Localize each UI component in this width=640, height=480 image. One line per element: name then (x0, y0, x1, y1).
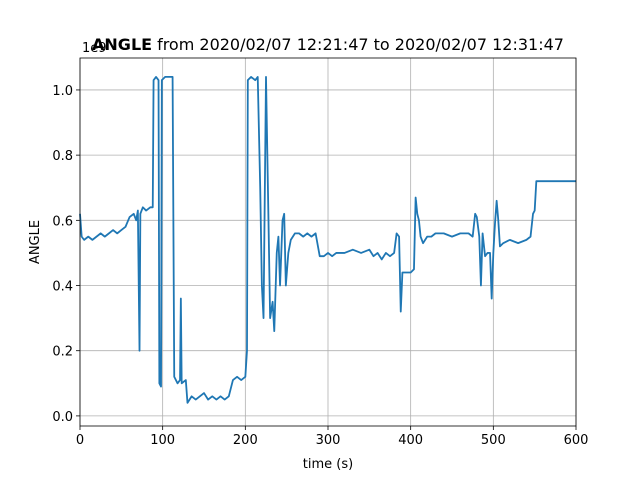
x-tick-label: 300 (316, 433, 341, 448)
chart-title: ANGLE from 2020/02/07 12:21:47 to 2020/02… (92, 35, 564, 54)
y-axis-label: ANGLE (28, 220, 43, 264)
x-axis-label: time (s) (303, 457, 353, 472)
y-tick-label: 0.0 (52, 410, 73, 425)
y-tick-label: 1.0 (52, 84, 73, 99)
y-tick-label: 0.4 (52, 280, 73, 295)
plot-frame (79, 57, 577, 427)
title-bold: ANGLE (92, 35, 152, 54)
x-tick-label: 600 (564, 433, 589, 448)
x-tick-label: 500 (481, 433, 506, 448)
y-tick-label: 0.6 (52, 214, 73, 229)
y-tick-label: 0.8 (52, 149, 73, 164)
x-tick-label: 0 (76, 433, 84, 448)
data-line (79, 76, 576, 404)
y-offset-label: 1e9 (82, 41, 107, 56)
y-tick-label: 0.2 (52, 345, 73, 360)
x-tick-label: 200 (233, 433, 258, 448)
x-tick-label: 400 (398, 433, 423, 448)
title-rest: from 2020/02/07 12:21:47 to 2020/02/07 1… (157, 35, 564, 54)
x-tick-label: 100 (150, 433, 175, 448)
